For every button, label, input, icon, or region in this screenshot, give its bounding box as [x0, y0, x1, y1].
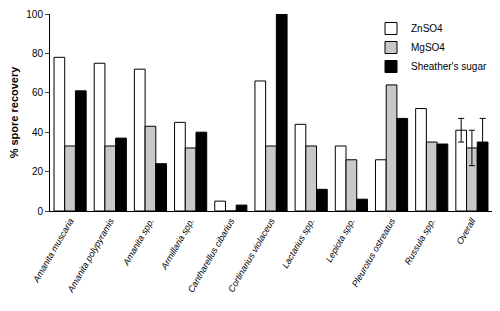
- svg-text:Amanita muscaria: Amanita muscaria: [31, 217, 76, 285]
- svg-text:Cantharellus cibarius: Cantharellus cibarius: [186, 216, 237, 294]
- svg-text:Amanita polypyramis: Amanita polypyramis: [65, 216, 116, 295]
- svg-text:Lepiota spp.: Lepiota spp.: [324, 217, 357, 264]
- svg-text:40: 40: [32, 127, 44, 138]
- svg-text:% spore recovery: % spore recovery: [8, 66, 20, 159]
- svg-text:ZnSO4: ZnSO4: [411, 23, 443, 34]
- svg-text:Armillaria spp.: Armillaria spp.: [159, 217, 197, 272]
- svg-text:Amanita spp.: Amanita spp.: [121, 217, 156, 268]
- svg-text:20: 20: [32, 166, 44, 177]
- svg-text:Cortinarius violaceus: Cortinarius violaceus: [226, 216, 277, 294]
- svg-text:0: 0: [37, 206, 43, 217]
- svg-text:MgSO4: MgSO4: [411, 42, 445, 53]
- svg-text:Overall: Overall: [455, 216, 478, 247]
- svg-text:100: 100: [26, 9, 43, 20]
- svg-text:60: 60: [32, 87, 44, 98]
- svg-text:Pleurotus ostreatus: Pleurotus ostreatus: [350, 216, 398, 289]
- svg-text:Russula spp.: Russula spp.: [403, 217, 438, 267]
- svg-text:80: 80: [32, 48, 44, 59]
- svg-text:Lactarius spp.: Lactarius spp.: [280, 217, 317, 271]
- svg-text:Sheather's sugar: Sheather's sugar: [411, 61, 487, 72]
